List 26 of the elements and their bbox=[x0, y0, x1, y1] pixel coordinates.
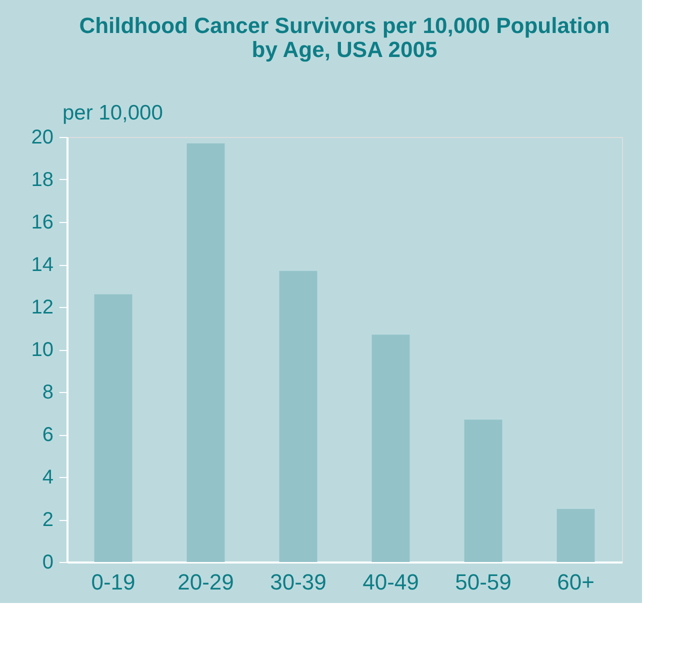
y-tick-label: 14 bbox=[31, 254, 54, 276]
x-tick-label: 30-39 bbox=[270, 570, 326, 594]
y-tick-label: 2 bbox=[42, 509, 54, 531]
bar bbox=[372, 334, 410, 562]
x-tick-label: 40-49 bbox=[362, 570, 419, 594]
x-tick-label: 0-19 bbox=[91, 570, 136, 594]
y-tick-label: 0 bbox=[42, 552, 54, 574]
text: Childhood Cancer Survivors per 10,000 Population bbox=[79, 13, 610, 38]
y-tick-label: 8 bbox=[42, 382, 54, 404]
bar bbox=[94, 294, 132, 562]
y-tick-label: 10 bbox=[31, 339, 54, 361]
x-tick-label: 50-59 bbox=[455, 570, 512, 594]
bar bbox=[464, 420, 502, 562]
bar bbox=[186, 143, 225, 562]
bar bbox=[279, 270, 318, 562]
y-tick-label: 4 bbox=[42, 466, 54, 488]
y-tick-label: 6 bbox=[42, 424, 54, 446]
x-tick-label: 60+ bbox=[557, 570, 594, 594]
text: by Age, USA 2005 bbox=[252, 37, 438, 62]
y-axis-title: per 10,000 bbox=[62, 102, 163, 124]
y-tick-label: 20 bbox=[31, 126, 54, 148]
y-tick-label: 18 bbox=[31, 169, 54, 191]
y-tick-label: 12 bbox=[31, 296, 54, 318]
y-tick-label: 16 bbox=[31, 212, 54, 234]
bar bbox=[556, 508, 595, 562]
x-tick-label: 20-29 bbox=[178, 570, 234, 594]
